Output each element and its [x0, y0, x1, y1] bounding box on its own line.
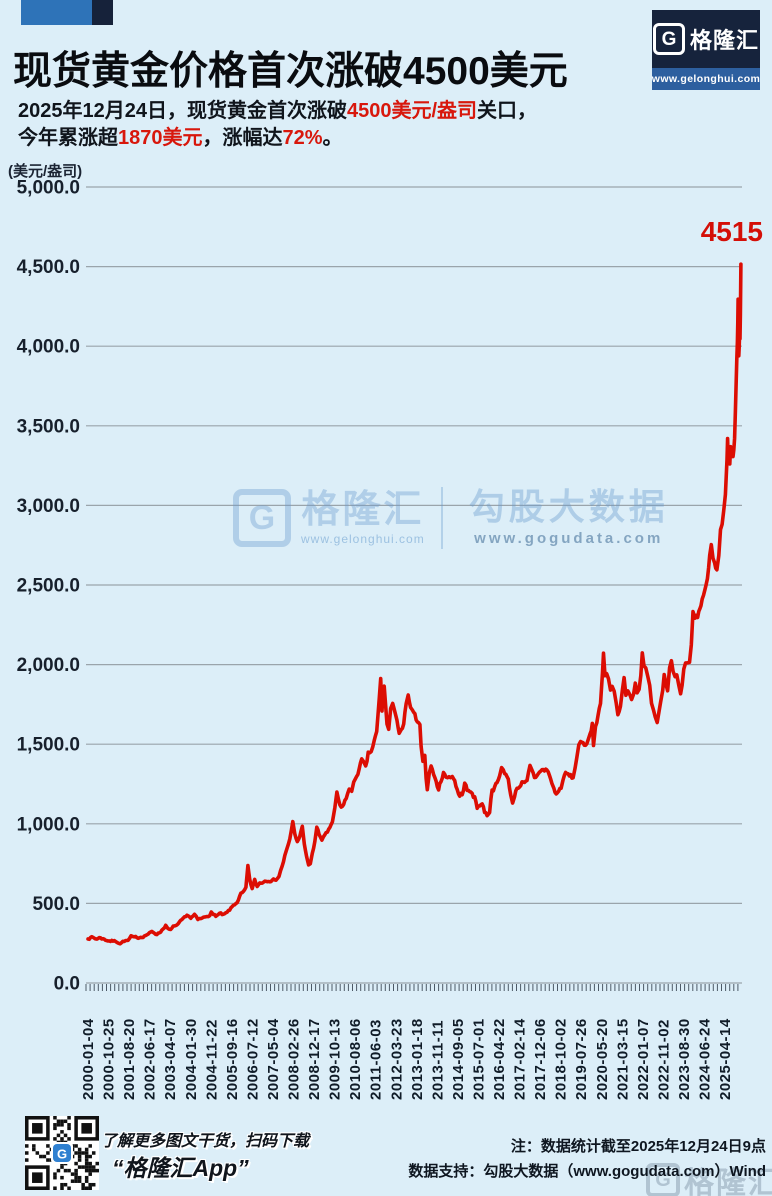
- y-axis-labels: 0.0 500.0 1,000.0 1,500.0 2,000.0 2,500.0 3,00…: [17, 178, 80, 995]
- qr-code: G: [25, 1116, 99, 1190]
- x-tick-label: 2016-04-22: [491, 1018, 508, 1100]
- x-tick-label: 2014-09-05: [450, 1018, 467, 1100]
- price-line: [86, 262, 743, 946]
- x-tick-label: 2017-02-14: [512, 1018, 529, 1100]
- x-tick-label: 2012-03-23: [388, 1018, 405, 1100]
- x-tick-label: 2013-11-11: [429, 1020, 446, 1100]
- x-tick-label: 2007-05-04: [265, 1018, 282, 1100]
- x-tick-label: 2011-06-03: [368, 1019, 385, 1100]
- x-tick-label: 2018-10-02: [553, 1018, 570, 1100]
- x-tick-label: 2004-01-30: [183, 1018, 200, 1100]
- y-tick-label: 5,000.0: [17, 178, 80, 199]
- y-tick-label: 3,500.0: [17, 416, 80, 437]
- subtitle-line-2: 今年累涨超1870美元，涨幅达72%。: [18, 121, 343, 150]
- page-title: 现货黄金价格首次涨破4500美元: [13, 50, 568, 93]
- x-tick-label: 2006-07-12: [244, 1018, 261, 1100]
- y-tick-label: 4,000.0: [17, 337, 80, 358]
- peak-value-label: 4515: [700, 216, 763, 247]
- x-tick-label: 2002-06-17: [142, 1018, 159, 1100]
- y-tick-label: 2,500.0: [17, 576, 80, 597]
- brand-name: 格隆汇: [689, 28, 759, 53]
- subtitle-segment: ，涨幅达: [202, 127, 283, 149]
- deco-bar-dark: [92, 0, 113, 25]
- y-axis-unit-label: (美元/盎司): [8, 163, 83, 180]
- brand-logo: G 格隆汇 www.gelonghui.com: [652, 10, 760, 90]
- subtitle-segment: 72%: [282, 127, 323, 149]
- data-source-note: 数据支持：勾股大数据（www.gogudata.com）Wind: [408, 1163, 766, 1180]
- subtitle-segment: 4500美元/盎司: [346, 100, 478, 122]
- x-tick-label: 2000-01-04: [80, 1018, 97, 1100]
- x-tick-label: 2025-04-14: [717, 1018, 734, 1100]
- x-tick-label: 2023-08-30: [676, 1018, 693, 1100]
- y-tick-label: 4,500.0: [17, 257, 80, 278]
- y-tick-label: 3,000.0: [17, 496, 80, 517]
- x-tick-label: 2003-04-07: [162, 1018, 179, 1100]
- brand-site-url: www.gelonghui.com: [652, 68, 760, 90]
- qr-caption: 了解更多图文干货，扫码下载: [101, 1133, 310, 1150]
- x-tick-label: 2005-09-16: [224, 1018, 241, 1100]
- y-tick-label: 1,500.0: [17, 735, 80, 756]
- x-tick-label: 2015-07-01: [470, 1018, 487, 1100]
- x-tick-label: 2019-07-26: [573, 1018, 590, 1100]
- x-tick-label: 2013-01-18: [409, 1018, 426, 1100]
- x-tick-label: 2010-08-06: [347, 1018, 364, 1100]
- x-tick-label: 2022-01-07: [635, 1018, 652, 1100]
- y-tick-label: 2,000.0: [17, 655, 80, 676]
- y-gridlines: [86, 186, 742, 984]
- subtitle-segment: 。: [322, 127, 343, 149]
- brand-logo-top: G 格隆汇: [652, 10, 760, 68]
- x-tick-label: 2020-05-20: [594, 1018, 611, 1100]
- svg-text:G: G: [57, 1147, 67, 1162]
- x-tick-label: 2001-08-20: [121, 1018, 138, 1100]
- subtitle-segment: 2025年12月24日，现货黄金首次涨破: [18, 100, 347, 122]
- x-axis-labels: 2000-01-04 2000-10-25 2001-08-20 2002-06-17…: [80, 1018, 734, 1100]
- brand-monogram-icon: G: [652, 23, 685, 55]
- y-tick-label: 1,000.0: [17, 814, 80, 835]
- data-cutoff-note: 注：数据统计截至2025年12月24日9点: [510, 1138, 766, 1155]
- x-tick-label: 2000-10-25: [101, 1018, 118, 1100]
- subtitle-segment: 今年累涨超: [18, 127, 118, 149]
- x-axis-ticks: [85, 984, 739, 991]
- x-tick-label: 2022-11-02: [655, 1019, 672, 1100]
- y-tick-label: 500.0: [32, 894, 80, 915]
- deco-bar-blue: [21, 0, 92, 25]
- x-tick-label: 2009-10-13: [327, 1018, 344, 1100]
- y-tick-label: 0.0: [54, 974, 80, 995]
- x-tick-label: 2008-12-17: [306, 1018, 323, 1100]
- app-name-caption: “格隆汇App”: [112, 1155, 249, 1181]
- subtitle-segment: 1870美元: [118, 127, 203, 149]
- x-tick-label: 2008-02-26: [286, 1018, 303, 1100]
- x-tick-label: 2017-12-06: [532, 1018, 549, 1100]
- subtitle-line-1: 2025年12月24日，现货黄金首次涨破4500美元/盎司关口，: [18, 94, 537, 123]
- x-tick-label: 2021-03-15: [614, 1018, 631, 1100]
- x-tick-label: 2024-06-24: [697, 1018, 714, 1100]
- subtitle-segment: 关口，: [477, 100, 538, 122]
- x-tick-label: 2004-11-22: [203, 1019, 220, 1100]
